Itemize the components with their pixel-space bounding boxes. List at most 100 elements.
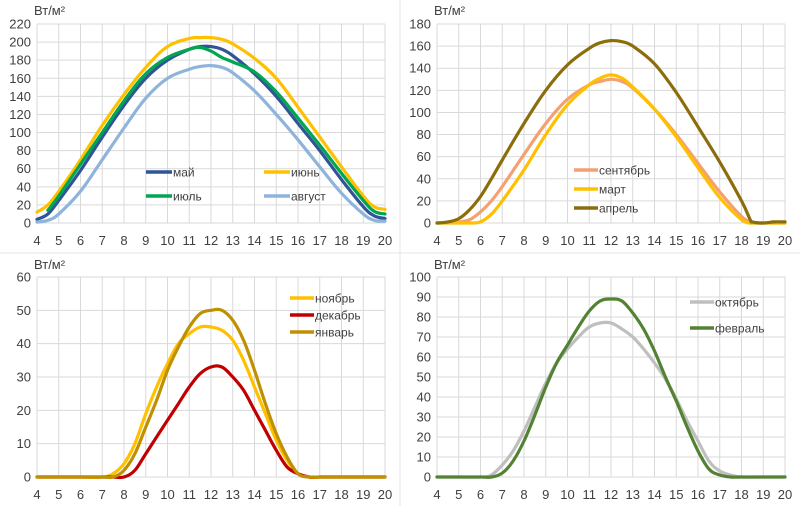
y-tick-label: 50 <box>17 303 31 318</box>
y-tick-label: 80 <box>417 310 431 325</box>
x-tick-label: 4 <box>33 487 40 502</box>
legend-item: сентябрь <box>574 164 650 178</box>
y-tick-label: 180 <box>409 17 431 32</box>
y-tick-label: 160 <box>9 71 31 86</box>
x-tick-label: 4 <box>433 233 440 248</box>
y-tick-label: 0 <box>424 470 431 485</box>
legend: май июнь июль август <box>146 166 326 204</box>
x-tick-label: 7 <box>99 487 106 502</box>
legend-label: декабрь <box>315 309 361 323</box>
series-line-0 <box>35 44 387 221</box>
legend-label: июнь <box>291 166 320 180</box>
x-tick-label: 13 <box>226 233 240 248</box>
y-tick-label: 220 <box>9 17 31 32</box>
y-tick-label: 60 <box>417 149 431 164</box>
x-tick-label: 10 <box>160 233 174 248</box>
legend-item: октябрь <box>690 296 759 310</box>
x-tick-label: 10 <box>560 487 574 502</box>
legend-label: март <box>599 183 626 197</box>
legend-label: май <box>173 166 195 180</box>
x-tick-label: 9 <box>142 233 149 248</box>
series-line-3 <box>35 63 387 224</box>
y-tick-label: 80 <box>417 127 431 142</box>
x-tick-label: 5 <box>55 487 62 502</box>
x-tick-label: 15 <box>669 233 683 248</box>
gridlines <box>436 276 786 478</box>
x-tick-label: 20 <box>778 233 792 248</box>
x-tick-label: 7 <box>499 233 506 248</box>
y-tick-label: 60 <box>17 161 31 176</box>
x-tick-label: 6 <box>477 487 484 502</box>
x-tick-label: 10 <box>160 487 174 502</box>
x-tick-label: 12 <box>204 233 218 248</box>
y-tick-label: 80 <box>17 143 31 158</box>
y-tick-label: 40 <box>17 179 31 194</box>
legend-label: февраль <box>715 322 765 336</box>
x-tick-label: 8 <box>120 487 127 502</box>
legend-item: август <box>264 190 326 204</box>
y-tick-label: 0 <box>24 470 31 485</box>
x-tick-label: 17 <box>713 233 727 248</box>
x-tick-label: 15 <box>669 487 683 502</box>
x-tick-label: 9 <box>542 487 549 502</box>
y-unit-label: Вт/м² <box>434 257 466 272</box>
x-tick-label: 7 <box>99 233 106 248</box>
y-tick-label: 40 <box>17 336 31 351</box>
x-tick-label: 8 <box>520 487 527 502</box>
legend-label: август <box>291 190 326 204</box>
y-tick-label: 100 <box>9 125 31 140</box>
legend-label: ноябрь <box>315 292 355 306</box>
x-tick-label: 19 <box>356 487 370 502</box>
chart-panel-winter: Вт/м² 0 10 20 30 40 50 60 4 5 6 7 8 9 10 11 12 13 14 15 16 1… <box>17 257 393 502</box>
y-unit-label: Вт/м² <box>34 3 66 18</box>
y-tick-label: 60 <box>417 350 431 365</box>
x-tick-label: 16 <box>291 487 305 502</box>
y-tick-label: 0 <box>424 216 431 231</box>
x-tick-label: 12 <box>604 233 618 248</box>
legend-label: апрель <box>599 202 638 216</box>
y-tick-label: 20 <box>417 430 431 445</box>
x-tick-label: 15 <box>269 487 283 502</box>
x-tick-label: 17 <box>313 487 327 502</box>
y-tick-label: 160 <box>409 39 431 54</box>
x-tick-label: 14 <box>647 487 661 502</box>
x-tick-label: 16 <box>291 233 305 248</box>
series-line-2 <box>46 45 387 216</box>
y-tick-label: 10 <box>17 436 31 451</box>
y-tick-label: 120 <box>409 83 431 98</box>
legend-item: декабрь <box>290 309 361 323</box>
chart-panel-spring-autumn: Вт/м² 0 20 40 60 80 100 120 140 160 180 4 5 6 7 8 9 10 11… <box>409 3 792 248</box>
x-tick-label: 5 <box>455 487 462 502</box>
x-tick-label: 13 <box>626 487 640 502</box>
chart-panel-october-february: Вт/м² 0 10 20 30 40 50 60 70 80 90 100 4 5 6 7 8 9 10 11 12… <box>409 257 792 502</box>
series-line-0 <box>435 320 787 479</box>
x-tick-label: 11 <box>583 233 597 248</box>
x-tick-label: 5 <box>55 233 62 248</box>
x-tick-label: 9 <box>542 233 549 248</box>
x-tick-label: 13 <box>226 487 240 502</box>
x-tick-label: 19 <box>756 233 770 248</box>
x-tick-label: 16 <box>691 487 705 502</box>
legend-label: сентябрь <box>599 164 650 178</box>
x-tick-label: 15 <box>269 233 283 248</box>
y-tick-label: 140 <box>409 61 431 76</box>
series-line-2 <box>435 38 787 225</box>
x-tick-label: 4 <box>33 233 40 248</box>
legend-label: октябрь <box>715 296 759 310</box>
y-tick-label: 30 <box>417 410 431 425</box>
y-tick-label: 200 <box>9 35 31 50</box>
x-tick-label: 6 <box>77 487 84 502</box>
x-tick-label: 18 <box>334 233 348 248</box>
y-tick-label: 40 <box>417 171 431 186</box>
legend-label: январь <box>315 326 354 340</box>
x-tick-label: 18 <box>734 487 748 502</box>
y-tick-label: 60 <box>17 270 31 285</box>
x-tick-label: 19 <box>356 233 370 248</box>
x-tick-label: 12 <box>604 487 618 502</box>
x-tick-label: 13 <box>626 233 640 248</box>
x-tick-label: 17 <box>713 487 727 502</box>
gridlines <box>36 23 386 224</box>
x-tick-label: 14 <box>647 233 661 248</box>
y-tick-label: 140 <box>9 89 31 104</box>
